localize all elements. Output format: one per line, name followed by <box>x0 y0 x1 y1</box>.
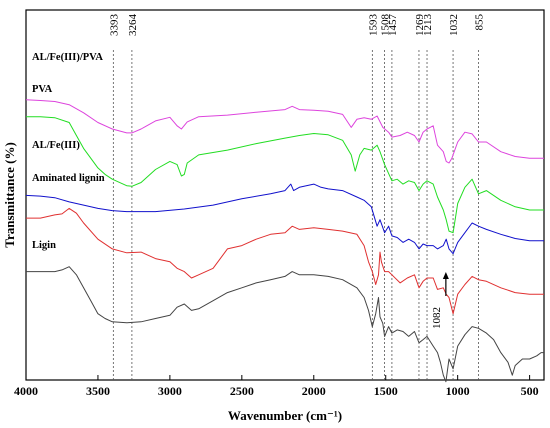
x-tick-label-4000: 4000 <box>14 384 38 398</box>
annotation-arrowhead <box>442 272 449 279</box>
x-tick-label-1000: 1000 <box>446 384 470 398</box>
peak-label-1032: 1032 <box>448 14 460 36</box>
peak-label-855: 855 <box>474 14 486 31</box>
peak-label-3393: 3393 <box>108 14 120 37</box>
series-label-2: AL/Fe(III) <box>32 140 80 151</box>
annotation-1082: 1082 <box>431 272 449 329</box>
plot-frame <box>25 9 545 381</box>
series-label-1: PVA <box>32 84 53 95</box>
x-tick-label-2500: 2500 <box>230 384 254 398</box>
x-tick-label-2000: 2000 <box>302 384 326 398</box>
peak-label-3264: 3264 <box>127 14 139 37</box>
peak-label-1593: 1593 <box>367 14 379 37</box>
peak-label-1213: 1213 <box>422 14 434 37</box>
series-line-4 <box>26 266 544 383</box>
series-line-2 <box>25 183 544 255</box>
series-label-4: Ligin <box>32 240 56 251</box>
x-tick-label-1500: 1500 <box>374 384 398 398</box>
x-tick-label-500: 500 <box>521 384 539 398</box>
annotation-label: 1082 <box>431 307 443 329</box>
x-tick-label-3500: 3500 <box>86 384 110 398</box>
peak-label-1508: 1508 <box>380 14 392 37</box>
peak-label-1457: 1457 <box>387 14 399 37</box>
series-label-0: AL/Fe(III)/PVA <box>32 52 103 63</box>
series-line-3 <box>26 207 544 315</box>
series-line-1 <box>26 116 544 234</box>
series-labels: AL/Fe(III)/PVA PVA AL/Fe(III) Aminated lign… <box>32 52 105 251</box>
peak-label-1269: 1269 <box>414 14 426 37</box>
x-axis-ticks: 4000 3500 3000 2500 2000 1500 1000 500 <box>14 375 539 398</box>
x-tick-label-3000: 3000 <box>158 384 182 398</box>
series-line-0 <box>25 99 544 164</box>
y-axis-title: Transmittance (%) <box>2 142 17 248</box>
series-label-3: Aminated lignin <box>32 173 105 184</box>
series-group <box>25 99 544 383</box>
x-axis-title: Wavenumber (cm⁻¹) <box>228 408 342 423</box>
